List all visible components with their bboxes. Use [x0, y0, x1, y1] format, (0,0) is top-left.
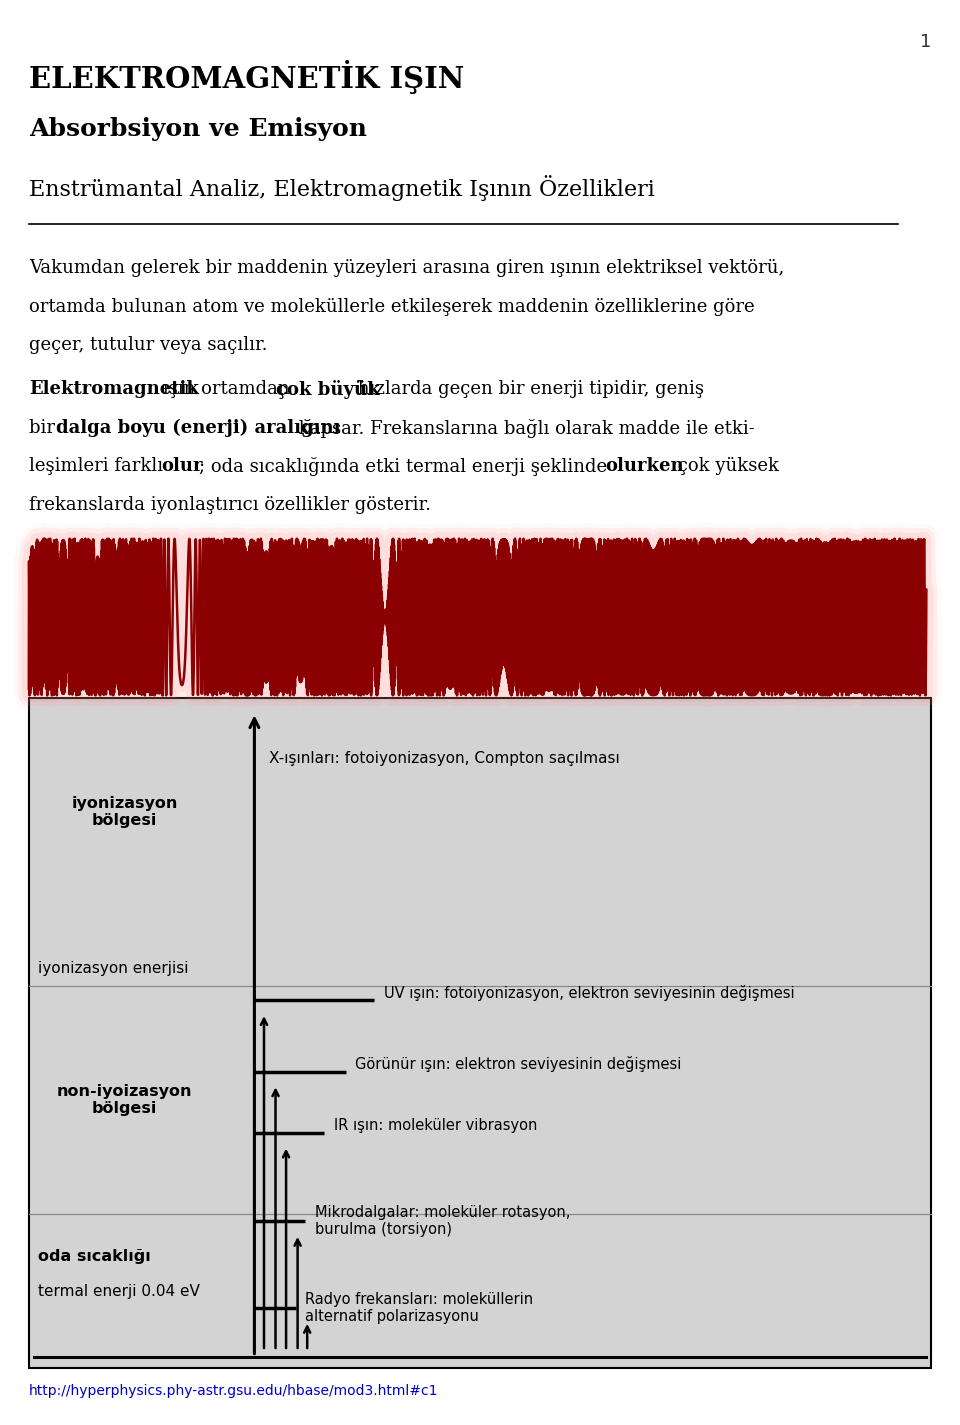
Text: olurken: olurken	[605, 457, 684, 476]
Text: Radyo frekansları: moleküllerin
alternatif polarizasyonu: Radyo frekansları: moleküllerin alternat…	[305, 1292, 534, 1324]
Text: çok büyük: çok büyük	[276, 380, 379, 399]
Text: iyonizasyon enerjisi: iyonizasyon enerjisi	[38, 962, 189, 976]
Text: X-ışınları: fotoiyonizasyon, Compton saçılması: X-ışınları: fotoiyonizasyon, Compton saç…	[269, 751, 619, 765]
Text: non-iyoizasyon
bölgesi: non-iyoizasyon bölgesi	[57, 1084, 193, 1116]
Text: kapsar. Frekanslarına bağlı olarak madde ile etki-: kapsar. Frekanslarına bağlı olarak madde…	[293, 419, 755, 437]
Text: 1: 1	[920, 33, 931, 51]
Text: Mikrodalgalar: moleküler rotasyon,
burulma (torsiyon): Mikrodalgalar: moleküler rotasyon, burul…	[315, 1206, 570, 1237]
Text: olur: olur	[161, 457, 203, 476]
Text: oda sıcaklığı: oda sıcaklığı	[38, 1250, 151, 1264]
Text: ortamda bulunan atom ve moleküllerle etkileşerek maddenin özelliklerine göre: ortamda bulunan atom ve moleküllerle etk…	[29, 298, 755, 316]
Text: hızlarda geçen bir enerji tipidir, geniş: hızlarda geçen bir enerji tipidir, geniş	[352, 380, 705, 399]
Text: Vakumdan gelerek bir maddenin yüzeyleri arasına giren ışının elektriksel vektörü: Vakumdan gelerek bir maddenin yüzeyleri …	[29, 259, 784, 278]
Text: Elektromagnetik: Elektromagnetik	[29, 380, 199, 399]
Bar	[29, 698, 931, 1368]
Text: UV ışın: fotoiyonizasyon, elektron seviyesinin değişmesi: UV ışın: fotoiyonizasyon, elektron seviy…	[384, 985, 795, 1002]
Text: http://hyperphysics.phy-astr.gsu.edu/hbase/mod3.html#c1: http://hyperphysics.phy-astr.gsu.edu/hba…	[29, 1384, 439, 1398]
Text: ışın ortamdan: ışın ortamdan	[157, 380, 296, 399]
Text: ; oda sıcaklığında etki termal enerji şeklinde: ; oda sıcaklığında etki termal enerji şe…	[199, 457, 612, 476]
Text: Enstrümantal Analiz, Elektromagnetik Işının Özellikleri: Enstrümantal Analiz, Elektromagnetik Işı…	[29, 175, 655, 201]
Text: leşimleri farklı: leşimleri farklı	[29, 457, 169, 476]
Text: geçer, tutulur veya saçılır.: geçer, tutulur veya saçılır.	[29, 336, 267, 355]
Text: Görünür ışın: elektron seviyesinin değişmesi: Görünür ışın: elektron seviyesinin değiş…	[355, 1056, 682, 1073]
Text: frekanslarda iyonlaştırıcı özellikler gösterir.: frekanslarda iyonlaştırıcı özellikler gö…	[29, 496, 431, 514]
Text: çok yüksek: çok yüksek	[672, 457, 779, 476]
Text: termal enerji 0.04 eV: termal enerji 0.04 eV	[38, 1284, 201, 1298]
Text: dalga boyu (enerji) aralığını: dalga boyu (enerji) aralığını	[56, 419, 340, 437]
Text: ELEKTROMAGNETİK IŞIN: ELEKTROMAGNETİK IŞIN	[29, 60, 464, 94]
Text: Absorbsiyon ve Emisyon: Absorbsiyon ve Emisyon	[29, 117, 367, 141]
Text: bir: bir	[29, 419, 60, 437]
Text: IR ışın: moleküler vibrasyon: IR ışın: moleküler vibrasyon	[334, 1119, 538, 1133]
Text: iyonizasyon
bölgesi: iyonizasyon bölgesi	[72, 797, 178, 828]
